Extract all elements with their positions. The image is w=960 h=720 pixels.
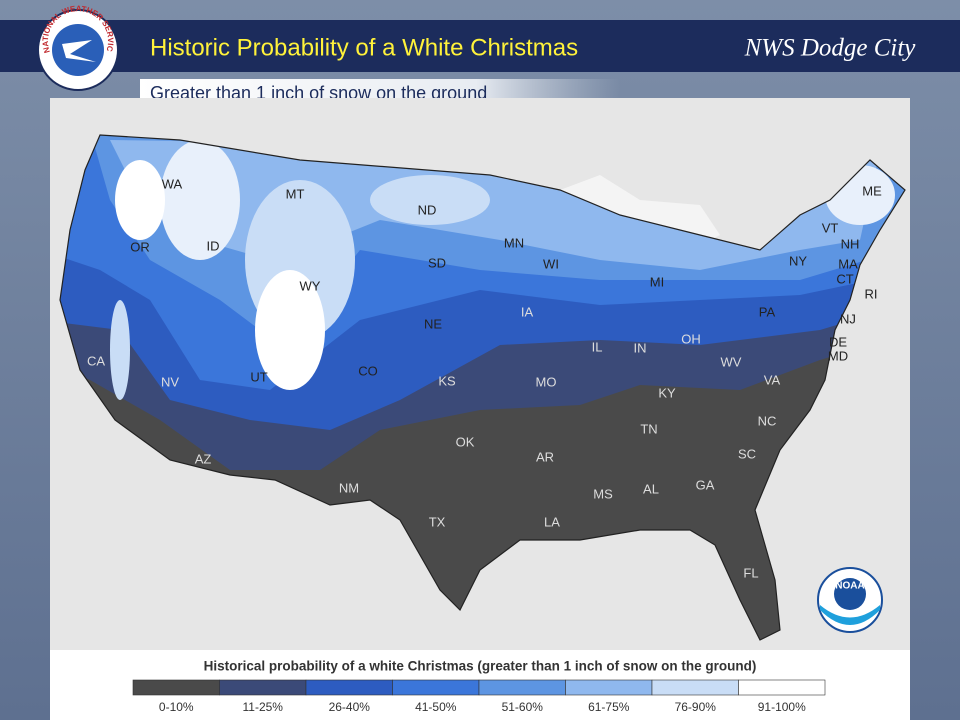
state-labels: WA OR ID MT WY ND SD NE KS OK TX NM AZ UT NV CA CO MN IA MO… [87,176,882,580]
state-label: AL [643,481,659,496]
legend-swatch [219,679,307,696]
state-label: VA [764,372,781,387]
legend-swatch [305,679,393,696]
state-label: MD [828,348,848,363]
state-label: MO [536,374,557,389]
legend-label: 26-40% [329,700,371,714]
state-label: AZ [195,451,212,466]
legend-label: 41-50% [415,700,457,714]
legend-swatch [565,679,653,696]
state-label: CO [358,363,378,378]
office: NWS Dodge City [744,35,917,62]
state-label: NH [841,236,860,251]
state-label: OH [681,331,701,346]
noaa-logo-text: NOAA [835,581,864,592]
state-label: PA [759,304,776,319]
state-label: RI [865,286,878,301]
legend-label: 91-100% [758,700,806,714]
state-label: IL [592,339,603,354]
state-label: TN [640,421,657,436]
map: NOAA WA OR ID MT WY ND SD NE KS OK TX NM AZ UT NV CA CO M… [59,134,906,641]
state-label: LA [544,514,560,529]
state-label: MI [650,274,664,289]
subtitle: Greater than 1 inch of snow on the groun… [150,83,487,103]
state-label: SD [428,255,446,270]
legend-swatch [478,679,566,696]
state-label: DE [829,334,847,349]
state-label: KS [438,373,456,388]
state-label: TX [429,514,446,529]
state-label: SC [738,446,756,461]
state-label: MT [286,186,305,201]
header-band [0,20,960,72]
state-label: MN [504,235,524,250]
state-label: WV [721,354,742,369]
legend-label: 11-25% [243,700,284,714]
state-label: IN [634,340,647,355]
state-label: NM [339,480,359,495]
state-label: ND [418,202,437,217]
state-label: NJ [840,311,856,326]
great-lakes [560,175,720,245]
title: Historic Probability of a White Christma… [150,34,578,61]
legend-label: 76-90% [675,700,717,714]
state-label: ME [862,183,882,198]
legend-swatch [738,679,826,696]
legend-label: 0-10% [159,700,194,714]
legend-label: 51-60% [502,700,544,714]
state-label: CA [87,353,105,368]
state-label: WI [543,256,559,271]
legend-title: Historical probability of a white Christ… [204,659,757,674]
state-label: WA [162,176,183,191]
state-label: GA [696,477,715,492]
state-label: OK [456,434,475,449]
state-label: NY [789,253,807,268]
state-label: KY [658,385,676,400]
state-label: NV [161,374,179,389]
legend-swatch [132,679,220,696]
state-label: AR [536,449,554,464]
legend-label: 61-75% [588,700,630,714]
state-label: OR [130,239,150,254]
state-label: IA [521,304,534,319]
legend-swatch [651,679,739,696]
state-label: ID [207,238,220,253]
state-label: NC [758,413,777,428]
state-label: MA [838,256,858,271]
state-label: VT [822,220,839,235]
state-label: FL [743,565,758,580]
legend-swatch [392,679,480,696]
state-label: MS [593,486,613,501]
state-label: CT [836,271,853,286]
legend: 0-10% 11-25% 26-40% 41-50% 51-60% 61-75% 76-90… [132,679,826,714]
noaa-logo: NOAA [817,567,883,633]
state-label: NE [424,316,442,331]
state-label: UT [250,369,267,384]
state-label: WY [300,278,321,293]
